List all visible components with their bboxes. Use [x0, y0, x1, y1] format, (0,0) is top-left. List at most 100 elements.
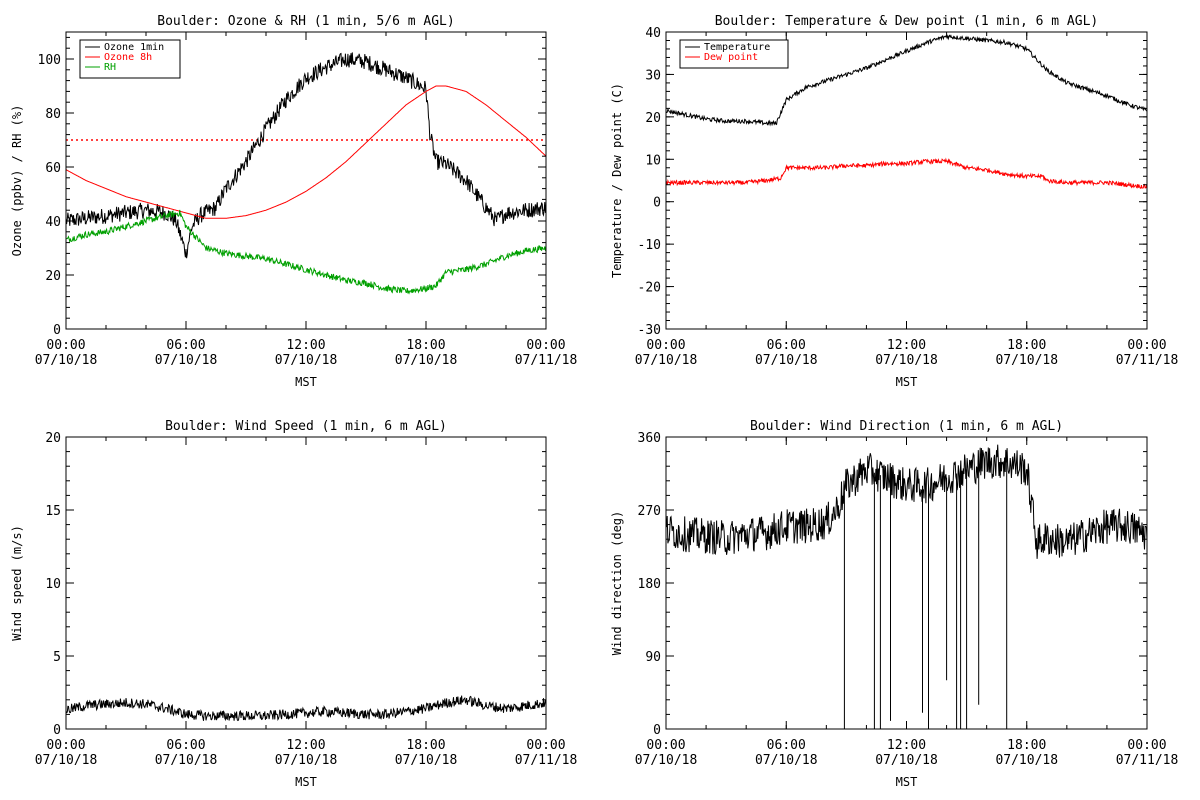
y-tick-label: 360: [638, 431, 661, 446]
x-tick-label-time: 06:00: [767, 738, 806, 753]
series-line-temperature: [666, 34, 1147, 127]
chart-title: Boulder: Temperature & Dew point (1 min,…: [715, 14, 1099, 29]
y-tick-label: 0: [53, 723, 61, 738]
x-tick-label-date: 07/10/18: [635, 353, 698, 368]
x-tick-label-time: 12:00: [286, 738, 325, 753]
y-axis-label: Temperature / Dew point (C): [610, 83, 624, 278]
chart-panel-3: Boulder: Wind Speed (1 min, 6 m AGL) Wind…: [10, 419, 577, 789]
y-axis-label: Wind direction (deg): [610, 511, 624, 656]
legend-box: [79, 39, 181, 79]
x-tick-label-date: 07/11/18: [515, 753, 578, 768]
chart-title: Boulder: Ozone & RH (1 min, 5/6 m AGL): [157, 14, 454, 29]
y-tick-label: 20: [45, 431, 61, 446]
series-line-2: [843, 461, 1008, 729]
legend-entry: Ozone 8h: [104, 52, 152, 63]
x-tick-label-date: 07/10/18: [395, 353, 458, 368]
y-tick-label: 5: [53, 650, 61, 665]
y-tick-label: 0: [53, 323, 61, 338]
y-tick-label: -10: [638, 238, 661, 253]
x-tick-label-time: 12:00: [887, 338, 926, 353]
x-tick-label-date: 07/10/18: [995, 353, 1058, 368]
x-tick-label-date: 07/10/18: [155, 353, 218, 368]
y-tick-label: 10: [45, 577, 61, 592]
x-axis-label: MST: [295, 775, 317, 789]
x-tick-label-date: 07/10/18: [275, 753, 338, 768]
x-tick-label-time: 00:00: [646, 738, 685, 753]
x-tick-label-date: 07/10/18: [35, 353, 98, 368]
series-line-1: [66, 695, 546, 722]
legend-entry: RH: [104, 62, 116, 73]
x-tick-label-time: 00:00: [526, 738, 565, 753]
chart-panel-2: Boulder: Temperature & Dew point (1 min,…: [610, 14, 1178, 389]
series-line-rh: [66, 209, 546, 295]
series-line-ozone-8h: [66, 85, 546, 219]
x-tick-label-time: 00:00: [1127, 338, 1166, 353]
plot-frame: [65, 436, 547, 730]
y-tick-label: 30: [645, 68, 661, 83]
x-axis-label: MST: [896, 775, 918, 789]
x-tick-label-date: 07/10/18: [35, 753, 98, 768]
x-tick-label-date: 07/10/18: [875, 353, 938, 368]
x-tick-label-date: 07/10/18: [755, 753, 818, 768]
x-tick-label-date: 07/11/18: [515, 353, 578, 368]
x-axis-label: MST: [896, 375, 918, 389]
series-line-ozone-1min: [66, 52, 546, 259]
y-tick-label: 15: [45, 504, 61, 519]
x-tick-label-time: 12:00: [286, 338, 325, 353]
x-tick-label-time: 00:00: [1127, 738, 1166, 753]
legend-entry: Temperature: [704, 42, 770, 53]
y-tick-label: 20: [45, 269, 61, 284]
series-line-dew-point: [666, 157, 1147, 190]
x-tick-label-date: 07/10/18: [155, 753, 218, 768]
x-tick-label-date: 07/10/18: [395, 753, 458, 768]
plot-frame: [665, 436, 1148, 730]
x-tick-label-date: 07/10/18: [275, 353, 338, 368]
chart-panel-1: Boulder: Ozone & RH (1 min, 5/6 m AGL) Oz…: [10, 14, 577, 389]
legend-box: [679, 39, 789, 69]
y-tick-label: 0: [653, 196, 661, 211]
x-tick-label-time: 18:00: [406, 738, 445, 753]
y-tick-label: 180: [638, 577, 661, 592]
x-axis-label: MST: [295, 375, 317, 389]
y-tick-label: -20: [638, 281, 661, 296]
legend-entry: Ozone 1min: [104, 42, 164, 53]
x-tick-label-time: 00:00: [46, 738, 85, 753]
y-tick-label: 90: [645, 650, 661, 665]
x-tick-label-time: 18:00: [1007, 338, 1046, 353]
x-tick-label-date: 07/10/18: [875, 753, 938, 768]
y-tick-label: 40: [645, 26, 661, 41]
x-tick-label-time: 18:00: [1007, 738, 1046, 753]
x-tick-label-date: 07/10/18: [755, 353, 818, 368]
chart-panel-4: Boulder: Wind Direction (1 min, 6 m AGL)…: [610, 419, 1178, 789]
chart-title: Boulder: Wind Direction (1 min, 6 m AGL): [750, 419, 1063, 434]
y-tick-label: -30: [638, 323, 661, 338]
legend-entry: Dew point: [704, 52, 758, 63]
y-axis-label: Ozone (ppbv) / RH (%): [10, 105, 24, 257]
x-tick-label-time: 00:00: [46, 338, 85, 353]
x-tick-label-date: 07/10/18: [635, 753, 698, 768]
x-tick-label-time: 06:00: [166, 338, 205, 353]
y-tick-label: 80: [45, 107, 61, 122]
y-tick-label: 10: [645, 153, 661, 168]
y-tick-label: 0: [653, 723, 661, 738]
x-tick-label-date: 07/11/18: [1116, 353, 1179, 368]
y-tick-label: 100: [38, 53, 61, 68]
x-tick-label-date: 07/11/18: [1116, 753, 1179, 768]
x-tick-label-time: 12:00: [887, 738, 926, 753]
y-tick-label: 20: [645, 111, 661, 126]
x-tick-label-time: 06:00: [767, 338, 806, 353]
series-line-1: [666, 444, 1147, 559]
x-tick-label-date: 07/10/18: [995, 753, 1058, 768]
chart-title: Boulder: Wind Speed (1 min, 6 m AGL): [165, 419, 447, 434]
y-axis-label: Wind speed (m/s): [10, 525, 24, 641]
y-tick-label: 270: [638, 504, 661, 519]
x-tick-label-time: 18:00: [406, 338, 445, 353]
y-tick-label: 40: [45, 215, 61, 230]
x-tick-label-time: 06:00: [166, 738, 205, 753]
y-tick-label: 60: [45, 161, 61, 176]
x-tick-label-time: 00:00: [646, 338, 685, 353]
x-tick-label-time: 00:00: [526, 338, 565, 353]
